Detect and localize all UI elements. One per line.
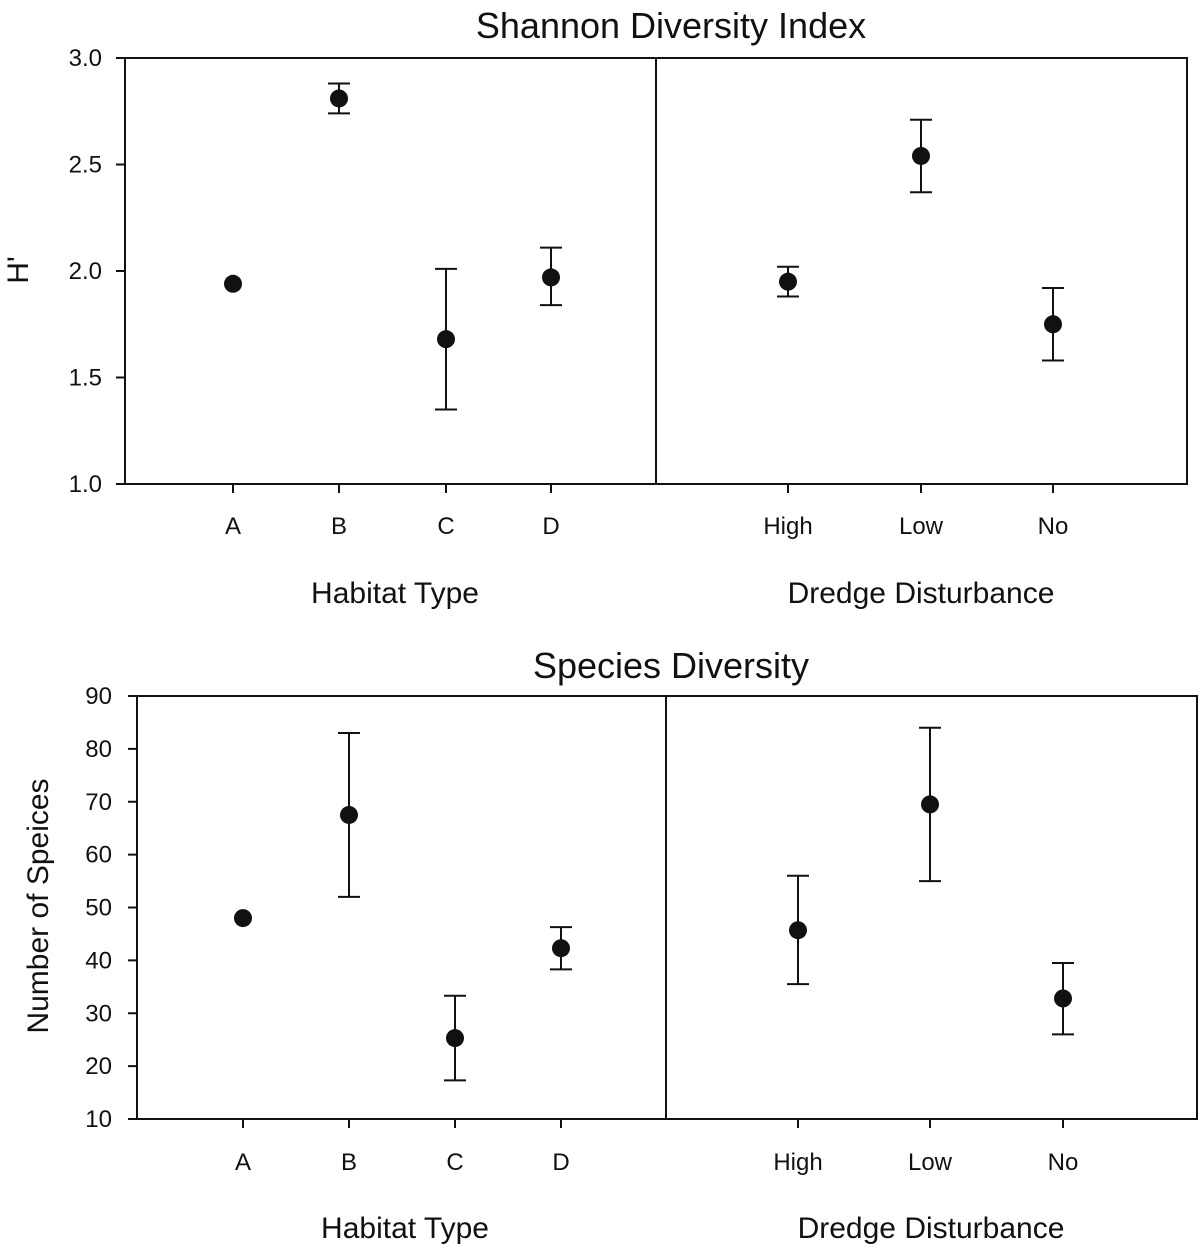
x-tick-label: B (331, 513, 347, 540)
y-tick-label: 1.5 (69, 365, 102, 392)
data-point (552, 939, 570, 958)
x-tick-label: A (235, 1149, 251, 1176)
data-point (542, 268, 560, 287)
y-tick-label: 90 (85, 683, 112, 710)
y-axis-label: Number of Speices (22, 778, 55, 1033)
data-point (912, 146, 930, 165)
x-tick-label: B (341, 1149, 357, 1176)
data-point (1044, 315, 1062, 334)
x-tick-label: No (1048, 1149, 1079, 1176)
y-tick-label: 40 (85, 947, 112, 974)
x-axis-label-habitat: Habitat Type (321, 1212, 489, 1245)
data-point (437, 330, 455, 349)
data-point (1054, 989, 1072, 1008)
x-tick-label: No (1038, 513, 1069, 540)
y-tick-label: 70 (85, 789, 112, 816)
chart-species: Species Diversity Number of Speices 10 20… (22, 645, 1198, 1245)
x-tick-label: Low (908, 1149, 953, 1176)
data-point (921, 795, 939, 814)
y-tick-label: 2.0 (69, 258, 102, 285)
y-tick-label: 80 (85, 736, 112, 763)
data-point (330, 89, 348, 108)
data-point (224, 274, 242, 293)
x-tick-label: Low (899, 513, 944, 540)
data-point (789, 921, 807, 940)
y-tick-label: 20 (85, 1053, 112, 1080)
panel-frame-habitat (136, 695, 667, 1120)
x-axis-label-dredge: Dredge Disturbance (788, 577, 1055, 610)
data-point (779, 272, 797, 291)
x-tick-label: High (763, 513, 812, 540)
panel-dredge-disturbance: High Low No (773, 726, 1079, 1176)
x-axis-label-dredge: Dredge Disturbance (798, 1212, 1065, 1245)
x-tick-label: High (773, 1149, 822, 1176)
y-axis: 10 20 30 40 50 60 70 80 90 (85, 683, 137, 1133)
x-tick-label: C (446, 1149, 463, 1176)
panel-dredge-disturbance: High Low No (763, 118, 1069, 540)
y-tick-label: 60 (85, 842, 112, 869)
x-tick-label: D (542, 513, 559, 540)
y-axis: 1.0 1.5 2.0 2.5 3.0 (69, 45, 125, 498)
y-tick-label: 10 (85, 1106, 112, 1133)
panel-habitat-type: A B C D (224, 82, 562, 540)
y-tick-label: 2.5 (69, 152, 102, 179)
y-tick-label: 50 (85, 895, 112, 922)
x-tick-label: A (225, 513, 241, 540)
data-point (234, 909, 252, 928)
panel-frame-dredge (665, 695, 1198, 1120)
x-tick-label: C (437, 513, 454, 540)
x-tick-label: D (552, 1149, 569, 1176)
data-point (446, 1029, 464, 1048)
chart-title: Species Diversity (533, 645, 809, 686)
y-tick-label: 3.0 (69, 45, 102, 72)
x-axis-label-habitat: Habitat Type (311, 577, 479, 610)
data-point (340, 805, 358, 824)
chart-shannon: Shannon Diversity Index H' 1.0 1.5 2.0 2.5 3… (2, 5, 1188, 610)
y-tick-label: 30 (85, 1000, 112, 1027)
panel-habitat-type: A B C D (234, 732, 572, 1176)
y-axis-label: H' (2, 256, 35, 283)
panel-frame-habitat (124, 57, 657, 485)
chart-title: Shannon Diversity Index (476, 5, 866, 46)
y-tick-label: 1.0 (69, 471, 102, 498)
